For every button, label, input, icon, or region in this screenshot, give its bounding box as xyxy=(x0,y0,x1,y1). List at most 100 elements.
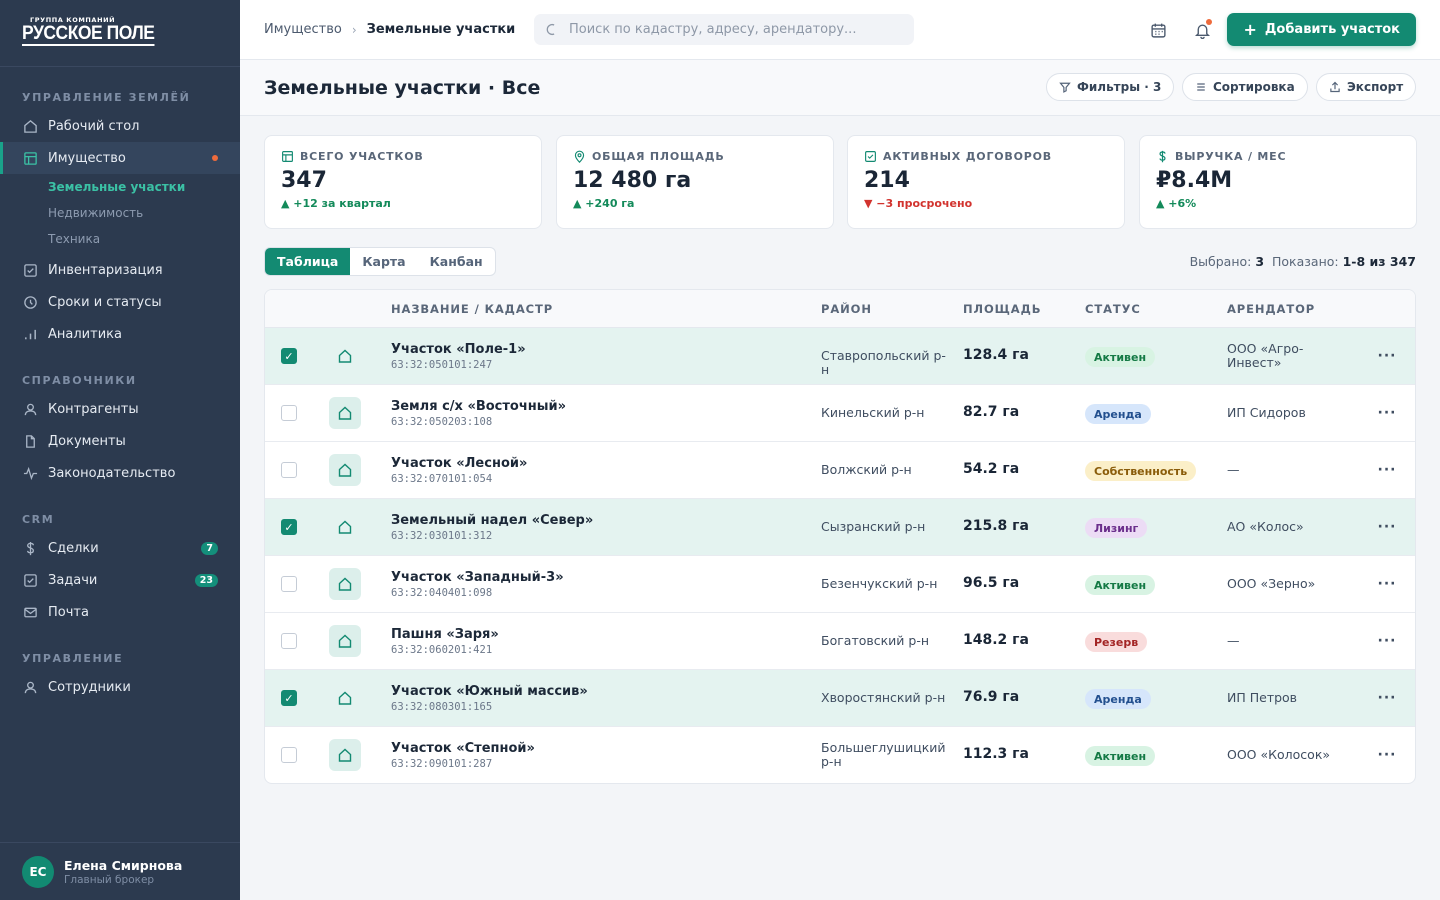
user-profile[interactable]: ЕС Елена Смирнова Главный брокер xyxy=(0,842,240,900)
sidebar-item-inventory[interactable]: Инвентаризация xyxy=(0,254,240,286)
upload-icon xyxy=(1329,81,1341,93)
more-actions-icon[interactable]: ··· xyxy=(1377,747,1397,763)
plot-area: 128.4 га xyxy=(963,347,1029,363)
sidebar-item-deals[interactable]: Сделки 7 xyxy=(0,532,240,564)
table-body: ✓ Участок «Поле-1» 63:32:050101:247 Ставроп… xyxy=(265,328,1415,783)
house-icon xyxy=(329,568,361,600)
status-badge: Аренда xyxy=(1085,689,1151,709)
search-input[interactable] xyxy=(569,22,899,37)
nav-section-land: УПРАВЛЕНИЕ ЗЕМЛЁЙ xyxy=(22,91,191,104)
plot-district: Сызранский р-н xyxy=(821,519,926,534)
column-header-area[interactable]: ПЛОЩАДЬ xyxy=(963,302,1042,316)
sidebar-item-dashboard[interactable]: Рабочий стол xyxy=(0,110,240,142)
bell-icon[interactable] xyxy=(1191,19,1213,41)
sidebar-item-label: Контрагенты xyxy=(48,401,139,417)
table-row[interactable]: Участок «Западный-3» 63:32:040401:098 Безе… xyxy=(265,556,1415,613)
sidebar-item-contractors[interactable]: Контрагенты xyxy=(0,393,240,425)
table-row[interactable]: ✓ Участок «Поле-1» 63:32:050101:247 Ставроп… xyxy=(265,328,1415,385)
row-checkbox[interactable]: ✓ xyxy=(281,690,297,706)
sidebar-subitem-land-plots[interactable]: Земельные участки xyxy=(48,180,186,194)
house-icon xyxy=(329,397,361,429)
brand-logo[interactable]: ГРУППА КОМПАНИЙ РУССКОЕ ПОЛЕ xyxy=(0,0,240,67)
sidebar-item-label: Сроки и статусы xyxy=(48,294,162,310)
calendar-icon[interactable] xyxy=(1147,19,1169,41)
more-actions-icon[interactable]: ··· xyxy=(1377,633,1397,649)
tab-map[interactable]: Карта xyxy=(362,254,406,269)
sidebar-subitem-real-estate[interactable]: Недвижимость xyxy=(48,206,144,220)
sidebar-item-property[interactable]: Имущество xyxy=(0,142,240,174)
plot-name[interactable]: Участок «Поле-1» xyxy=(391,342,526,357)
table-row[interactable]: Участок «Степной» 63:32:090101:287 Большег… xyxy=(265,727,1415,783)
row-checkbox[interactable]: ✓ xyxy=(281,519,297,535)
table-row[interactable]: ✓ Участок «Южный массив» 63:32:080301:165 Х… xyxy=(265,670,1415,727)
sort-button[interactable]: Сортировка xyxy=(1182,73,1308,101)
plot-cadastre: 63:32:030101:312 xyxy=(391,530,493,542)
house-icon xyxy=(329,511,361,543)
row-checkbox[interactable] xyxy=(281,576,297,592)
row-checkbox[interactable] xyxy=(281,747,297,763)
status-badge: Активен xyxy=(1085,575,1156,595)
plot-district: Ставропольский р-н xyxy=(821,348,946,377)
tab-table[interactable]: Таблица xyxy=(265,248,351,275)
nav-section-management: УПРАВЛЕНИЕ xyxy=(22,652,124,665)
stat-card-area: ОБЩАЯ ПЛОЩАДЬ 12 480 га ▲ +240 га xyxy=(556,135,834,229)
table-row[interactable]: Участок «Лесной» 63:32:070101:054 Волжский… xyxy=(265,442,1415,499)
sidebar-item-documents[interactable]: Документы xyxy=(0,425,240,457)
plot-name[interactable]: Участок «Южный массив» xyxy=(391,684,588,699)
checklist-icon xyxy=(22,262,38,278)
checklist-icon xyxy=(864,150,877,163)
task-icon xyxy=(22,572,38,588)
row-checkbox[interactable] xyxy=(281,405,297,421)
chevron-right-icon: › xyxy=(351,22,357,37)
column-header-status[interactable]: СТАТУС xyxy=(1085,302,1141,316)
plots-table: НАЗВАНИЕ / КАДАСТР РАЙОН ПЛОЩАДЬ СТАТУС … xyxy=(264,289,1416,784)
more-actions-icon[interactable]: ··· xyxy=(1377,690,1397,706)
plot-name[interactable]: Земля с/х «Восточный» xyxy=(391,399,567,414)
more-actions-icon[interactable]: ··· xyxy=(1377,462,1397,478)
column-header-name[interactable]: НАЗВАНИЕ / КАДАСТР xyxy=(391,302,554,316)
table-row[interactable]: Земля с/х «Восточный» 63:32:050203:108 Кин… xyxy=(265,385,1415,442)
house-icon xyxy=(329,340,361,372)
selected-count: 3 xyxy=(1255,254,1265,269)
sidebar-subitem-machinery[interactable]: Техника xyxy=(48,232,101,246)
sidebar-item-deadlines[interactable]: Сроки и статусы xyxy=(0,286,240,318)
plot-name[interactable]: Земельный надел «Север» xyxy=(391,513,594,528)
plot-name[interactable]: Участок «Западный-3» xyxy=(391,570,564,585)
row-checkbox[interactable]: ✓ xyxy=(281,348,297,364)
table-row[interactable]: Пашня «Заря» 63:32:060201:421 Богатовский … xyxy=(265,613,1415,670)
add-plot-button[interactable]: + Добавить участок xyxy=(1227,13,1416,46)
sidebar-item-mail[interactable]: Почта xyxy=(0,596,240,628)
stat-card-revenue: ВЫРУЧКА / МЕС ₽8.4M ▲ +6% xyxy=(1139,135,1417,229)
search-box[interactable] xyxy=(534,14,914,45)
status-badge: Собственность xyxy=(1085,461,1197,481)
sidebar-item-employees[interactable]: Сотрудники xyxy=(0,671,240,703)
shown-label: Показано: xyxy=(1272,254,1339,269)
sidebar-item-tasks[interactable]: Задачи 23 xyxy=(0,564,240,596)
plot-district: Кинельский р-н xyxy=(821,405,925,420)
row-checkbox[interactable] xyxy=(281,633,297,649)
plot-name[interactable]: Пашня «Заря» xyxy=(391,627,499,642)
plot-cadastre: 63:32:060201:421 xyxy=(391,644,493,656)
row-checkbox[interactable] xyxy=(281,462,297,478)
breadcrumb-root[interactable]: Имущество xyxy=(264,22,342,37)
more-actions-icon[interactable]: ··· xyxy=(1377,519,1397,535)
sidebar-item-legislation[interactable]: Законодательство xyxy=(0,457,240,489)
export-button[interactable]: Экспорт xyxy=(1316,73,1417,101)
more-actions-icon[interactable]: ··· xyxy=(1377,405,1397,421)
filters-button[interactable]: Фильтры · 3 xyxy=(1046,73,1175,101)
tab-kanban[interactable]: Канбан xyxy=(429,254,483,269)
more-actions-icon[interactable]: ··· xyxy=(1377,576,1397,592)
column-header-tenant[interactable]: АРЕНДАТОР xyxy=(1227,302,1316,316)
stat-card-total: ВСЕГО УЧАСТКОВ 347 ▲ +12 за квартал xyxy=(264,135,542,229)
sidebar-item-label: Инвентаризация xyxy=(48,262,163,278)
plot-name[interactable]: Участок «Лесной» xyxy=(391,456,528,471)
house-icon xyxy=(329,625,361,657)
plot-tenant: ООО «Колосок» xyxy=(1227,747,1331,762)
more-actions-icon[interactable]: ··· xyxy=(1377,348,1397,364)
plot-name[interactable]: Участок «Степной» xyxy=(391,741,535,756)
column-header-district[interactable]: РАЙОН xyxy=(821,302,872,316)
table-row[interactable]: ✓ Земельный надел «Север» 63:32:030101:312… xyxy=(265,499,1415,556)
sidebar-item-analytics[interactable]: Аналитика xyxy=(0,318,240,350)
view-switcher: Таблица Карта Канбан xyxy=(264,247,496,276)
selection-info: Выбрано: 3 Показано: 1-8 из 347 xyxy=(1190,254,1416,269)
